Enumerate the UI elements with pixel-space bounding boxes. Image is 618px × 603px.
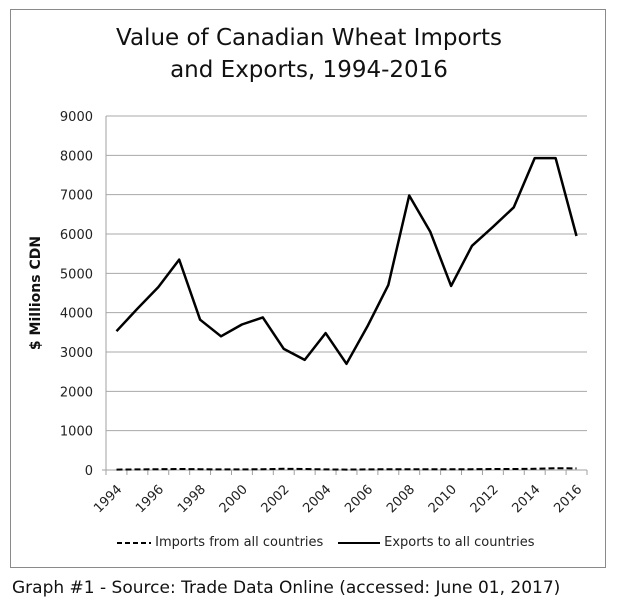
x-tick-label: 2014 <box>510 482 544 516</box>
chart-title: Value of Canadian Wheat Imports and Expo… <box>0 22 618 86</box>
chart-frame <box>10 9 606 568</box>
y-tick-label: 7000 <box>60 189 93 204</box>
y-tick-label: 6000 <box>60 228 93 243</box>
y-tick-label: 1000 <box>60 425 93 440</box>
x-tick-label: 2002 <box>259 482 293 516</box>
chart-title-line-2: and Exports, 1994-2016 <box>170 57 448 83</box>
x-tick-label: 2012 <box>468 482 502 516</box>
x-tick-label: 2010 <box>426 482 460 516</box>
y-tick-label: 9000 <box>60 110 93 125</box>
y-axis-label: $ Millions CDN <box>28 236 44 350</box>
solid-line-icon <box>338 541 380 544</box>
legend-exports: Exports to all countries <box>338 535 535 550</box>
x-tick-label: 1994 <box>91 482 125 516</box>
x-tick-label: 1996 <box>133 482 167 516</box>
y-tick-label: 2000 <box>60 385 93 400</box>
legend-imports-label: Imports from all countries <box>155 535 324 550</box>
imports-line <box>116 467 577 471</box>
legend-imports: Imports from all countries <box>117 535 323 550</box>
y-tick-label: 5000 <box>60 267 93 282</box>
dashed-line-icon <box>117 541 151 544</box>
legend-exports-label: Exports to all countries <box>384 535 535 550</box>
chart-title-line-1: Value of Canadian Wheat Imports <box>116 25 502 51</box>
y-tick-label: 0 <box>85 464 93 479</box>
x-tick-label: 2004 <box>300 482 334 516</box>
x-tick-label: 2006 <box>342 482 376 516</box>
exports-line <box>115 156 578 366</box>
y-tick-label: 8000 <box>60 149 93 164</box>
figure-caption: Graph #1 - Source: Trade Data Online (ac… <box>12 578 561 598</box>
y-tick-label: 3000 <box>60 346 93 361</box>
x-tick-label: 2000 <box>217 482 251 516</box>
y-tick-label: 4000 <box>60 307 93 322</box>
x-tick-label: 1998 <box>175 482 209 516</box>
x-tick-label: 2008 <box>384 482 418 516</box>
x-tick-label: 2016 <box>551 482 585 516</box>
